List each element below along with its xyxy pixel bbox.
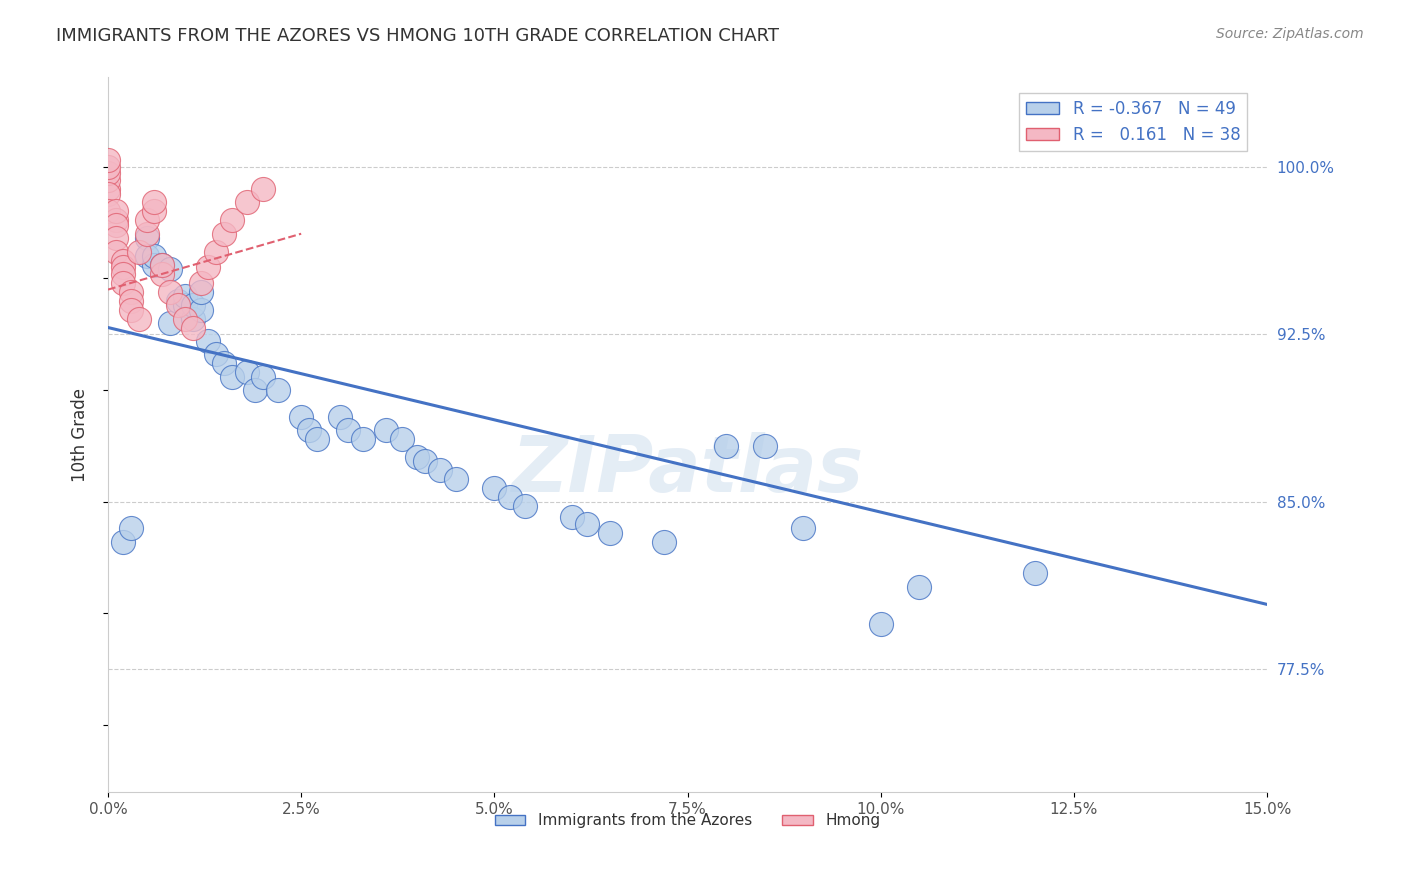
Point: [135, 231, 157, 245]
Point: [104, 231, 127, 245]
Point: [221, 369, 243, 384]
Point: [352, 432, 374, 446]
Point: [112, 276, 135, 290]
Text: ZIPatlas: ZIPatlas: [512, 433, 863, 508]
Point: [112, 253, 135, 268]
Point: [329, 409, 352, 424]
Point: [97, 182, 120, 196]
Point: [212, 356, 235, 370]
Point: [174, 311, 197, 326]
Point: [190, 285, 212, 299]
Point: [143, 249, 166, 263]
Point: [97, 166, 120, 180]
Point: [120, 293, 142, 308]
Point: [128, 244, 150, 259]
Point: [221, 213, 243, 227]
Point: [97, 153, 120, 167]
Point: [236, 195, 259, 210]
Point: [305, 432, 328, 446]
Point: [205, 244, 228, 259]
Point: [190, 302, 212, 317]
Point: [197, 260, 219, 275]
Text: Source: ZipAtlas.com: Source: ZipAtlas.com: [1216, 27, 1364, 41]
Point: [499, 490, 522, 504]
Point: [143, 195, 166, 210]
Point: [97, 160, 120, 174]
Point: [561, 510, 583, 524]
Point: [135, 213, 157, 227]
Point: [97, 204, 120, 219]
Point: [135, 249, 157, 263]
Point: [120, 521, 142, 535]
Point: [150, 258, 173, 272]
Point: [212, 227, 235, 241]
Point: [1024, 566, 1046, 581]
Point: [792, 521, 814, 535]
Point: [429, 463, 451, 477]
Point: [599, 525, 621, 540]
Point: [252, 182, 274, 196]
Point: [150, 267, 173, 281]
Point: [181, 298, 204, 312]
Point: [181, 320, 204, 334]
Point: [104, 244, 127, 259]
Point: [120, 302, 142, 317]
Point: [150, 258, 173, 272]
Point: [444, 472, 467, 486]
Point: [391, 432, 413, 446]
Point: [484, 481, 506, 495]
Point: [714, 439, 737, 453]
Point: [104, 204, 127, 219]
Point: [375, 423, 398, 437]
Point: [413, 454, 436, 468]
Point: [159, 285, 181, 299]
Point: [652, 534, 675, 549]
Point: [290, 409, 312, 424]
Point: [576, 516, 599, 531]
Point: [252, 369, 274, 384]
Point: [112, 267, 135, 281]
Text: IMMIGRANTS FROM THE AZORES VS HMONG 10TH GRADE CORRELATION CHART: IMMIGRANTS FROM THE AZORES VS HMONG 10TH…: [56, 27, 779, 45]
Point: [128, 311, 150, 326]
Point: [181, 311, 204, 326]
Legend: Immigrants from the Azores, Hmong: Immigrants from the Azores, Hmong: [489, 807, 886, 834]
Point: [197, 334, 219, 348]
Point: [135, 227, 157, 241]
Point: [174, 289, 197, 303]
Point: [908, 580, 931, 594]
Point: [97, 173, 120, 187]
Point: [243, 383, 266, 397]
Point: [298, 423, 321, 437]
Point: [112, 534, 135, 549]
Point: [120, 285, 142, 299]
Point: [754, 439, 776, 453]
Point: [515, 499, 537, 513]
Point: [205, 347, 228, 361]
Y-axis label: 10th Grade: 10th Grade: [72, 388, 89, 482]
Point: [267, 383, 290, 397]
Point: [174, 298, 197, 312]
Point: [97, 186, 120, 201]
Point: [112, 260, 135, 275]
Point: [190, 276, 212, 290]
Point: [159, 262, 181, 277]
Point: [104, 213, 127, 227]
Point: [406, 450, 429, 464]
Point: [159, 316, 181, 330]
Point: [143, 258, 166, 272]
Point: [236, 365, 259, 379]
Point: [336, 423, 359, 437]
Point: [166, 298, 188, 312]
Point: [166, 293, 188, 308]
Point: [869, 617, 891, 632]
Point: [104, 218, 127, 232]
Point: [143, 204, 166, 219]
